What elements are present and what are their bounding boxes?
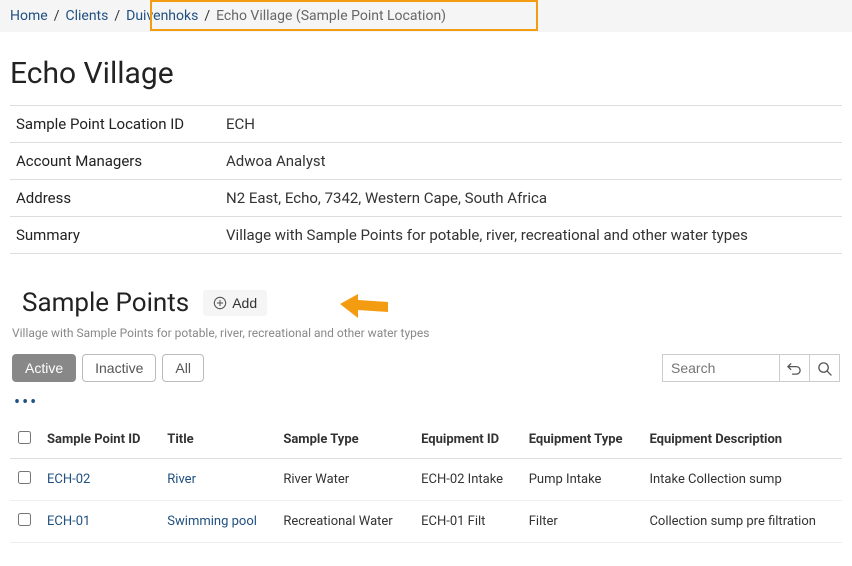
col-eqid: Equipment ID	[413, 421, 521, 459]
detail-value: N2 East, Echo, 7342, Western Cape, South…	[220, 180, 842, 217]
detail-key: Sample Point Location ID	[10, 106, 220, 143]
filter-inactive[interactable]: Inactive	[82, 354, 156, 382]
row-title-link[interactable]: Swimming pool	[167, 514, 257, 529]
search-reset-button[interactable]	[780, 354, 810, 382]
search-submit-button[interactable]	[810, 354, 840, 382]
add-button-label: Add	[232, 295, 257, 311]
detail-value: Village with Sample Points for potable, …	[220, 217, 842, 254]
row-eqtype: Pump Intake	[521, 459, 642, 501]
breadcrumb-clients[interactable]: Clients	[65, 8, 108, 24]
search-icon	[817, 361, 832, 376]
breadcrumb-duivenhoks[interactable]: Duivenhoks	[126, 8, 198, 24]
row-stype: River Water	[275, 459, 413, 501]
breadcrumb: Home / Clients / Duivenhoks / Echo Villa…	[0, 0, 852, 32]
table-row: ECH-02 River River Water ECH-02 Intake P…	[10, 459, 842, 501]
col-id: Sample Point ID	[39, 421, 159, 459]
col-title: Title	[159, 421, 275, 459]
breadcrumb-home[interactable]: Home	[10, 8, 48, 24]
col-stype: Sample Type	[275, 421, 413, 459]
section-subtitle: Village with Sample Points for potable, …	[12, 326, 842, 340]
plus-circle-icon	[213, 296, 227, 310]
row-id-link[interactable]: ECH-02	[47, 472, 90, 487]
row-checkbox[interactable]	[18, 471, 31, 484]
breadcrumb-current: Echo Village (Sample Point Location)	[216, 8, 446, 24]
row-eqtype: Filter	[521, 501, 642, 543]
col-checkbox	[10, 421, 39, 459]
row-eqdesc: Intake Collection sump	[641, 459, 842, 501]
col-eqdesc: Equipment Description	[641, 421, 842, 459]
annotation-arrow	[340, 290, 388, 330]
row-stype: Recreational Water	[275, 501, 413, 543]
detail-value: Adwoa Analyst	[220, 143, 842, 180]
undo-icon	[787, 361, 802, 376]
detail-row: Account Managers Adwoa Analyst	[10, 143, 842, 180]
detail-value: ECH	[220, 106, 842, 143]
breadcrumb-sep: /	[204, 8, 210, 24]
table-row: ECH-01 Swimming pool Recreational Water …	[10, 501, 842, 543]
details-table: Sample Point Location ID ECH Account Man…	[10, 105, 842, 254]
breadcrumb-sep: /	[114, 8, 120, 24]
filter-all[interactable]: All	[162, 354, 204, 382]
detail-row: Address N2 East, Echo, 7342, Western Cap…	[10, 180, 842, 217]
detail-key: Account Managers	[10, 143, 220, 180]
add-button[interactable]: Add	[203, 290, 267, 316]
section-title: Sample Points	[22, 288, 189, 318]
row-eqid: ECH-02 Intake	[413, 459, 521, 501]
row-title-link[interactable]: River	[167, 472, 196, 487]
detail-row: Sample Point Location ID ECH	[10, 106, 842, 143]
detail-key: Address	[10, 180, 220, 217]
search-input[interactable]	[662, 354, 780, 382]
row-eqid: ECH-01 Filt	[413, 501, 521, 543]
detail-row: Summary Village with Sample Points for p…	[10, 217, 842, 254]
filter-active[interactable]: Active	[12, 354, 76, 382]
row-eqdesc: Collection sump pre filtration	[641, 501, 842, 543]
filter-tabs: Active Inactive All	[12, 354, 204, 382]
page-title: Echo Village	[10, 56, 842, 91]
sample-points-table: Sample Point ID Title Sample Type Equipm…	[10, 421, 842, 543]
row-checkbox[interactable]	[18, 513, 31, 526]
select-all-checkbox[interactable]	[18, 431, 31, 444]
detail-key: Summary	[10, 217, 220, 254]
col-eqtype: Equipment Type	[521, 421, 642, 459]
row-id-link[interactable]: ECH-01	[47, 514, 90, 529]
breadcrumb-sep: /	[54, 8, 60, 24]
more-options[interactable]: •••	[14, 392, 842, 413]
search-group	[662, 354, 840, 382]
